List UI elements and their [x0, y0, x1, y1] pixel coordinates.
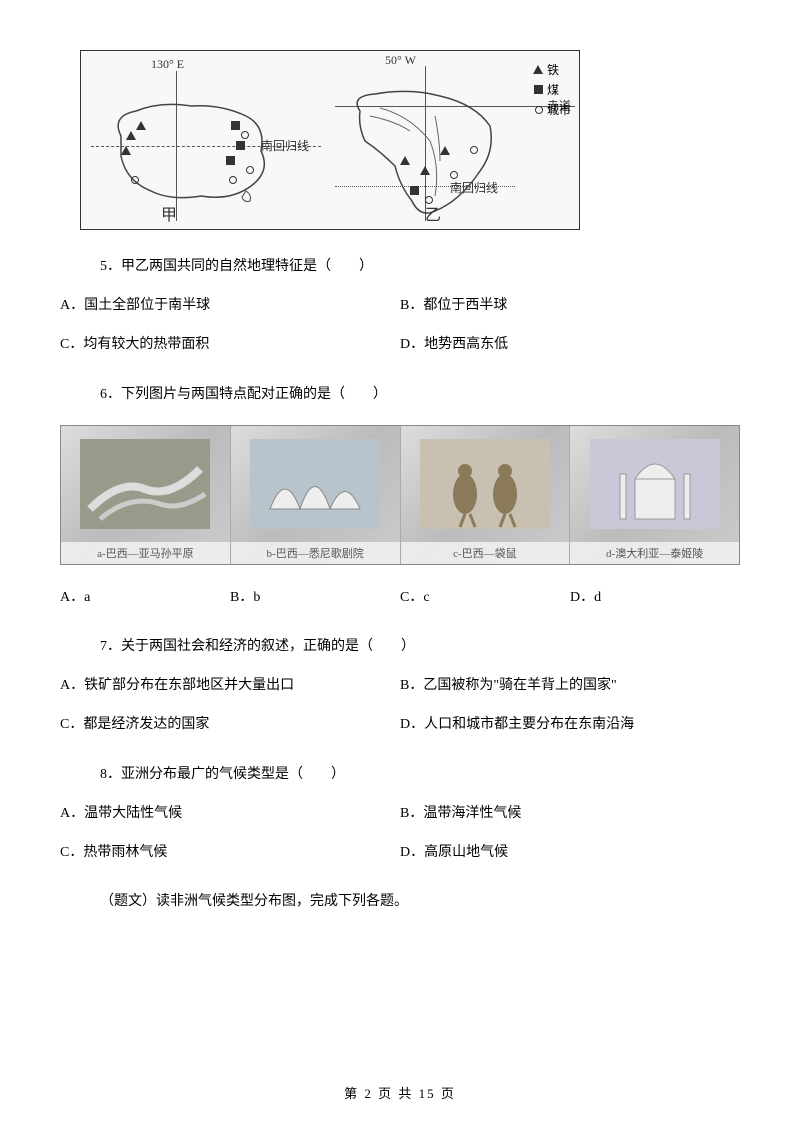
iron-marker — [400, 156, 410, 165]
city-marker — [246, 166, 254, 174]
q6-stem: 6．下列图片与两国特点配对正确的是（ ） — [100, 382, 740, 407]
triangle-icon — [533, 65, 543, 74]
q7-option-b: B．乙国被称为"骑在羊背上的国家" — [400, 673, 740, 698]
q6-option-b: B．b — [230, 585, 400, 610]
caption-c: c-巴西—袋鼠 — [401, 542, 570, 564]
square-icon — [534, 85, 543, 94]
strip-cell-a: a-巴西—亚马孙平原 — [61, 426, 231, 564]
q8-option-a: A．温带大陆性气候 — [60, 801, 400, 826]
caption-d: d-澳大利亚—泰姬陵 — [570, 542, 739, 564]
q8-option-b: B．温带海洋性气候 — [400, 801, 740, 826]
country-label-left: 甲 — [161, 201, 177, 225]
legend-iron: 铁 — [533, 61, 559, 78]
q5-option-d: D．地势西高东低 — [400, 332, 740, 357]
coal-marker — [410, 186, 419, 195]
q5-option-c: C．均有较大的热带面积 — [60, 332, 400, 357]
longitude-left-label: 130° E — [151, 57, 184, 72]
q8-option-d: D．高原山地气候 — [400, 840, 740, 865]
q8-stem: 8．亚洲分布最广的气候类型是（ ） — [100, 762, 740, 787]
amazon-art — [61, 426, 230, 542]
q7-option-d: D．人口和城市都主要分布在东南沿海 — [400, 712, 740, 737]
longitude-right-label: 50° W — [385, 53, 416, 68]
q7-option-a: A．铁矿部分布在东部地区并大量出口 — [60, 673, 400, 698]
iron-marker — [440, 146, 450, 155]
coal-marker — [236, 141, 245, 150]
legend-coal-label: 煤 — [547, 81, 559, 98]
city-marker — [229, 176, 237, 184]
taj-art — [570, 426, 739, 542]
q5-option-b: B．都位于西半球 — [400, 293, 740, 318]
city-marker — [470, 146, 478, 154]
circle-icon — [535, 106, 543, 114]
opera-art — [231, 426, 400, 542]
map-left-panel: 130° E 南回归线 甲 — [81, 51, 330, 229]
caption-a: a-巴西—亚马孙平原 — [61, 542, 230, 564]
coal-marker — [231, 121, 240, 130]
iron-marker — [136, 121, 146, 130]
iron-marker — [420, 166, 430, 175]
legend-city: 城市 — [535, 101, 571, 118]
page-footer: 第 2 页 共 15 页 — [0, 1083, 800, 1102]
city-marker — [131, 176, 139, 184]
q7-stem: 7．关于两国社会和经济的叙述，正确的是（ ） — [100, 634, 740, 659]
q5-options-row1: A．国土全部位于南半球 B．都位于西半球 — [60, 293, 740, 318]
iron-marker — [126, 131, 136, 140]
city-marker — [241, 131, 249, 139]
q7-options-row1: A．铁矿部分布在东部地区并大量出口 B．乙国被称为"骑在羊背上的国家" — [60, 673, 740, 698]
legend-city-label: 城市 — [547, 101, 571, 118]
strip-cell-c: c-巴西—袋鼠 — [401, 426, 571, 564]
legend-iron-label: 铁 — [547, 61, 559, 78]
coal-marker — [226, 156, 235, 165]
strip-cell-d: d-澳大利亚—泰姬陵 — [570, 426, 739, 564]
q5-options-row2: C．均有较大的热带面积 D．地势西高东低 — [60, 332, 740, 357]
q6-option-c: C．c — [400, 585, 570, 610]
q5-option-a: A．国土全部位于南半球 — [60, 293, 400, 318]
city-marker — [450, 171, 458, 179]
strip-cell-b: b-巴西—悉尼歌剧院 — [231, 426, 401, 564]
kangaroo-art — [401, 426, 570, 542]
q8-options-row1: A．温带大陆性气候 B．温带海洋性气候 — [60, 801, 740, 826]
brazil-outline — [340, 86, 500, 221]
q7-option-c: C．都是经济发达的国家 — [60, 712, 400, 737]
q6-option-a: A．a — [60, 585, 230, 610]
country-label-right: 乙 — [425, 201, 441, 225]
q8-option-c: C．热带雨林气候 — [60, 840, 400, 865]
legend-coal: 煤 — [534, 81, 559, 98]
q7-options-row2: C．都是经济发达的国家 D．人口和城市都主要分布在东南沿海 — [60, 712, 740, 737]
map-figure: 130° E 南回归线 甲 50° W 赤道 南回归线 — [80, 50, 580, 230]
q8-options-row2: C．热带雨林气候 D．高原山地气候 — [60, 840, 740, 865]
q6-options: A．a B．b C．c D．d — [60, 585, 740, 610]
passage-text: （题文）读非洲气候类型分布图，完成下列各题。 — [100, 889, 740, 914]
image-strip: a-巴西—亚马孙平原 b-巴西—悉尼歌剧院 c-巴西—袋鼠 d-澳大利亚—泰姬陵 — [60, 425, 740, 565]
q6-option-d: D．d — [570, 585, 740, 610]
q5-stem: 5．甲乙两国共同的自然地理特征是（ ） — [100, 254, 740, 279]
iron-marker — [121, 146, 131, 155]
caption-b: b-巴西—悉尼歌剧院 — [231, 542, 400, 564]
